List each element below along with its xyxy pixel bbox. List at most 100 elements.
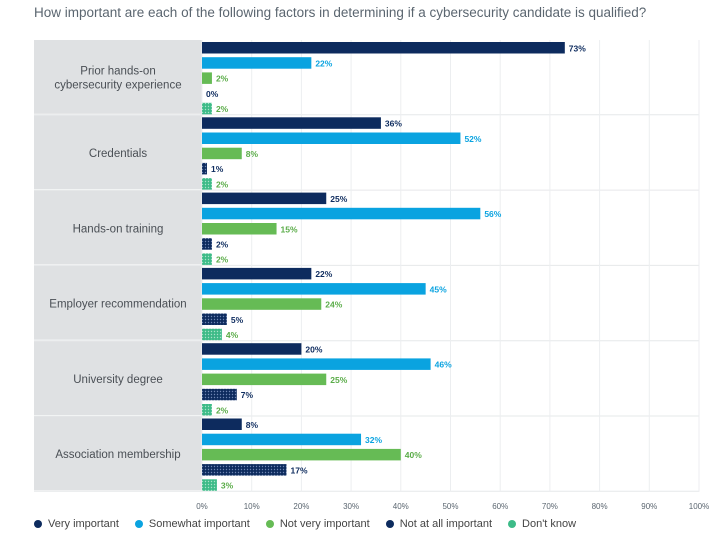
bar (202, 147, 242, 160)
bar (202, 117, 381, 129)
x-tick-label: 50% (442, 502, 458, 511)
data-label: 8% (246, 149, 259, 159)
data-label: 3% (221, 481, 234, 491)
bar (202, 223, 277, 235)
category-label: Employer recommendation (49, 299, 186, 311)
bar (202, 238, 212, 250)
data-label: 5% (231, 315, 244, 325)
bar (202, 132, 461, 144)
category-band (34, 190, 202, 265)
category-label: cybersecurity experience (54, 80, 181, 92)
legend-item: Not at all important (385, 518, 493, 530)
data-label: 2% (216, 104, 229, 114)
data-label: 15% (281, 224, 298, 234)
bar (202, 373, 327, 386)
legend-item: Don't know (508, 518, 576, 530)
data-label: 2% (216, 255, 229, 265)
data-label: 45% (430, 284, 447, 294)
bar (202, 72, 212, 84)
data-label: 4% (226, 330, 239, 340)
data-label: 40% (405, 450, 422, 460)
category-band (34, 416, 202, 491)
data-label: 2% (216, 74, 229, 84)
category-label: University degree (73, 374, 162, 386)
bars: 73% 36% 25% 22% 20% 8% 22% 52% 56% 45% 46% 32% 2% 8% 1… (202, 42, 586, 491)
bar (202, 343, 302, 355)
bar (202, 358, 431, 370)
bar (202, 42, 565, 54)
data-label: 8% (246, 420, 259, 430)
data-label: 0% (206, 89, 219, 99)
x-tick-label: 10% (244, 502, 260, 511)
x-axis-ticks: 0% 10% 20% 30% 40% 50% 60% 70% 80% 90% 100% (196, 502, 709, 511)
legend-swatch (34, 520, 42, 528)
bar (202, 388, 237, 401)
category-band (34, 341, 202, 415)
bar (202, 162, 207, 175)
bar (202, 57, 312, 69)
legend-swatch (265, 520, 274, 528)
data-label: 2% (216, 405, 229, 415)
bar (202, 448, 401, 461)
bar (202, 404, 212, 416)
data-label: 1% (211, 164, 224, 174)
category-bands: Prior hands-on cybersecurity experience Cr… (34, 40, 699, 492)
category-band (34, 265, 202, 340)
data-label: 25% (330, 194, 347, 204)
category-label: Prior hands-on (80, 66, 155, 78)
category-label: Credentials (89, 148, 147, 160)
gridlines (201, 40, 700, 492)
bar (202, 418, 242, 430)
legend-label: Somewhat important (148, 518, 250, 530)
legend-label: Don't know (522, 518, 577, 530)
data-label: 17% (290, 465, 307, 475)
bar (202, 207, 481, 220)
legend-item: Very important (34, 518, 119, 530)
data-label: 20% (305, 344, 322, 354)
x-tick-label: 0% (196, 502, 208, 511)
x-tick-label: 70% (542, 502, 558, 511)
bar (202, 479, 217, 491)
bar (202, 313, 227, 325)
data-label: 36% (385, 119, 402, 129)
data-label: 2% (216, 179, 229, 189)
x-tick-label: 80% (592, 502, 608, 511)
legend-label: Not at all important (399, 518, 493, 530)
category-band (34, 115, 202, 190)
legend-swatch (508, 520, 517, 528)
x-tick-label: 40% (393, 502, 409, 511)
bar (202, 298, 322, 310)
bar (202, 267, 312, 280)
bar (202, 464, 287, 476)
data-label: 22% (315, 58, 332, 68)
legend-label: Very important (48, 518, 119, 530)
data-label: 56% (484, 209, 501, 219)
bar (202, 328, 222, 341)
legend-swatch (385, 520, 394, 528)
data-label: 32% (365, 435, 382, 445)
category-label: Association membership (55, 449, 180, 461)
category-label: Hands-on training (73, 223, 164, 235)
legend: Very important Somewhat important Not very… (34, 518, 576, 530)
bar (202, 102, 212, 115)
chart-title: How important are each of the following … (34, 5, 647, 20)
legend-item: Somewhat important (134, 518, 250, 530)
data-label: 46% (435, 360, 452, 370)
x-tick-label: 20% (293, 502, 309, 511)
data-label: 2% (216, 239, 229, 249)
legend-item: Not very important (265, 518, 370, 530)
data-label: 24% (325, 300, 342, 310)
data-label: 7% (241, 390, 254, 400)
category-band (34, 40, 202, 114)
x-tick-label: 100% (689, 502, 709, 511)
bar (202, 433, 362, 446)
bar (202, 178, 212, 190)
x-tick-label: 30% (343, 502, 359, 511)
legend-label: Not very important (279, 518, 370, 530)
data-label: 52% (464, 134, 481, 144)
x-tick-label: 60% (492, 502, 508, 511)
x-tick-label: 90% (641, 502, 657, 511)
data-label: 25% (330, 375, 347, 385)
bar (202, 192, 327, 205)
